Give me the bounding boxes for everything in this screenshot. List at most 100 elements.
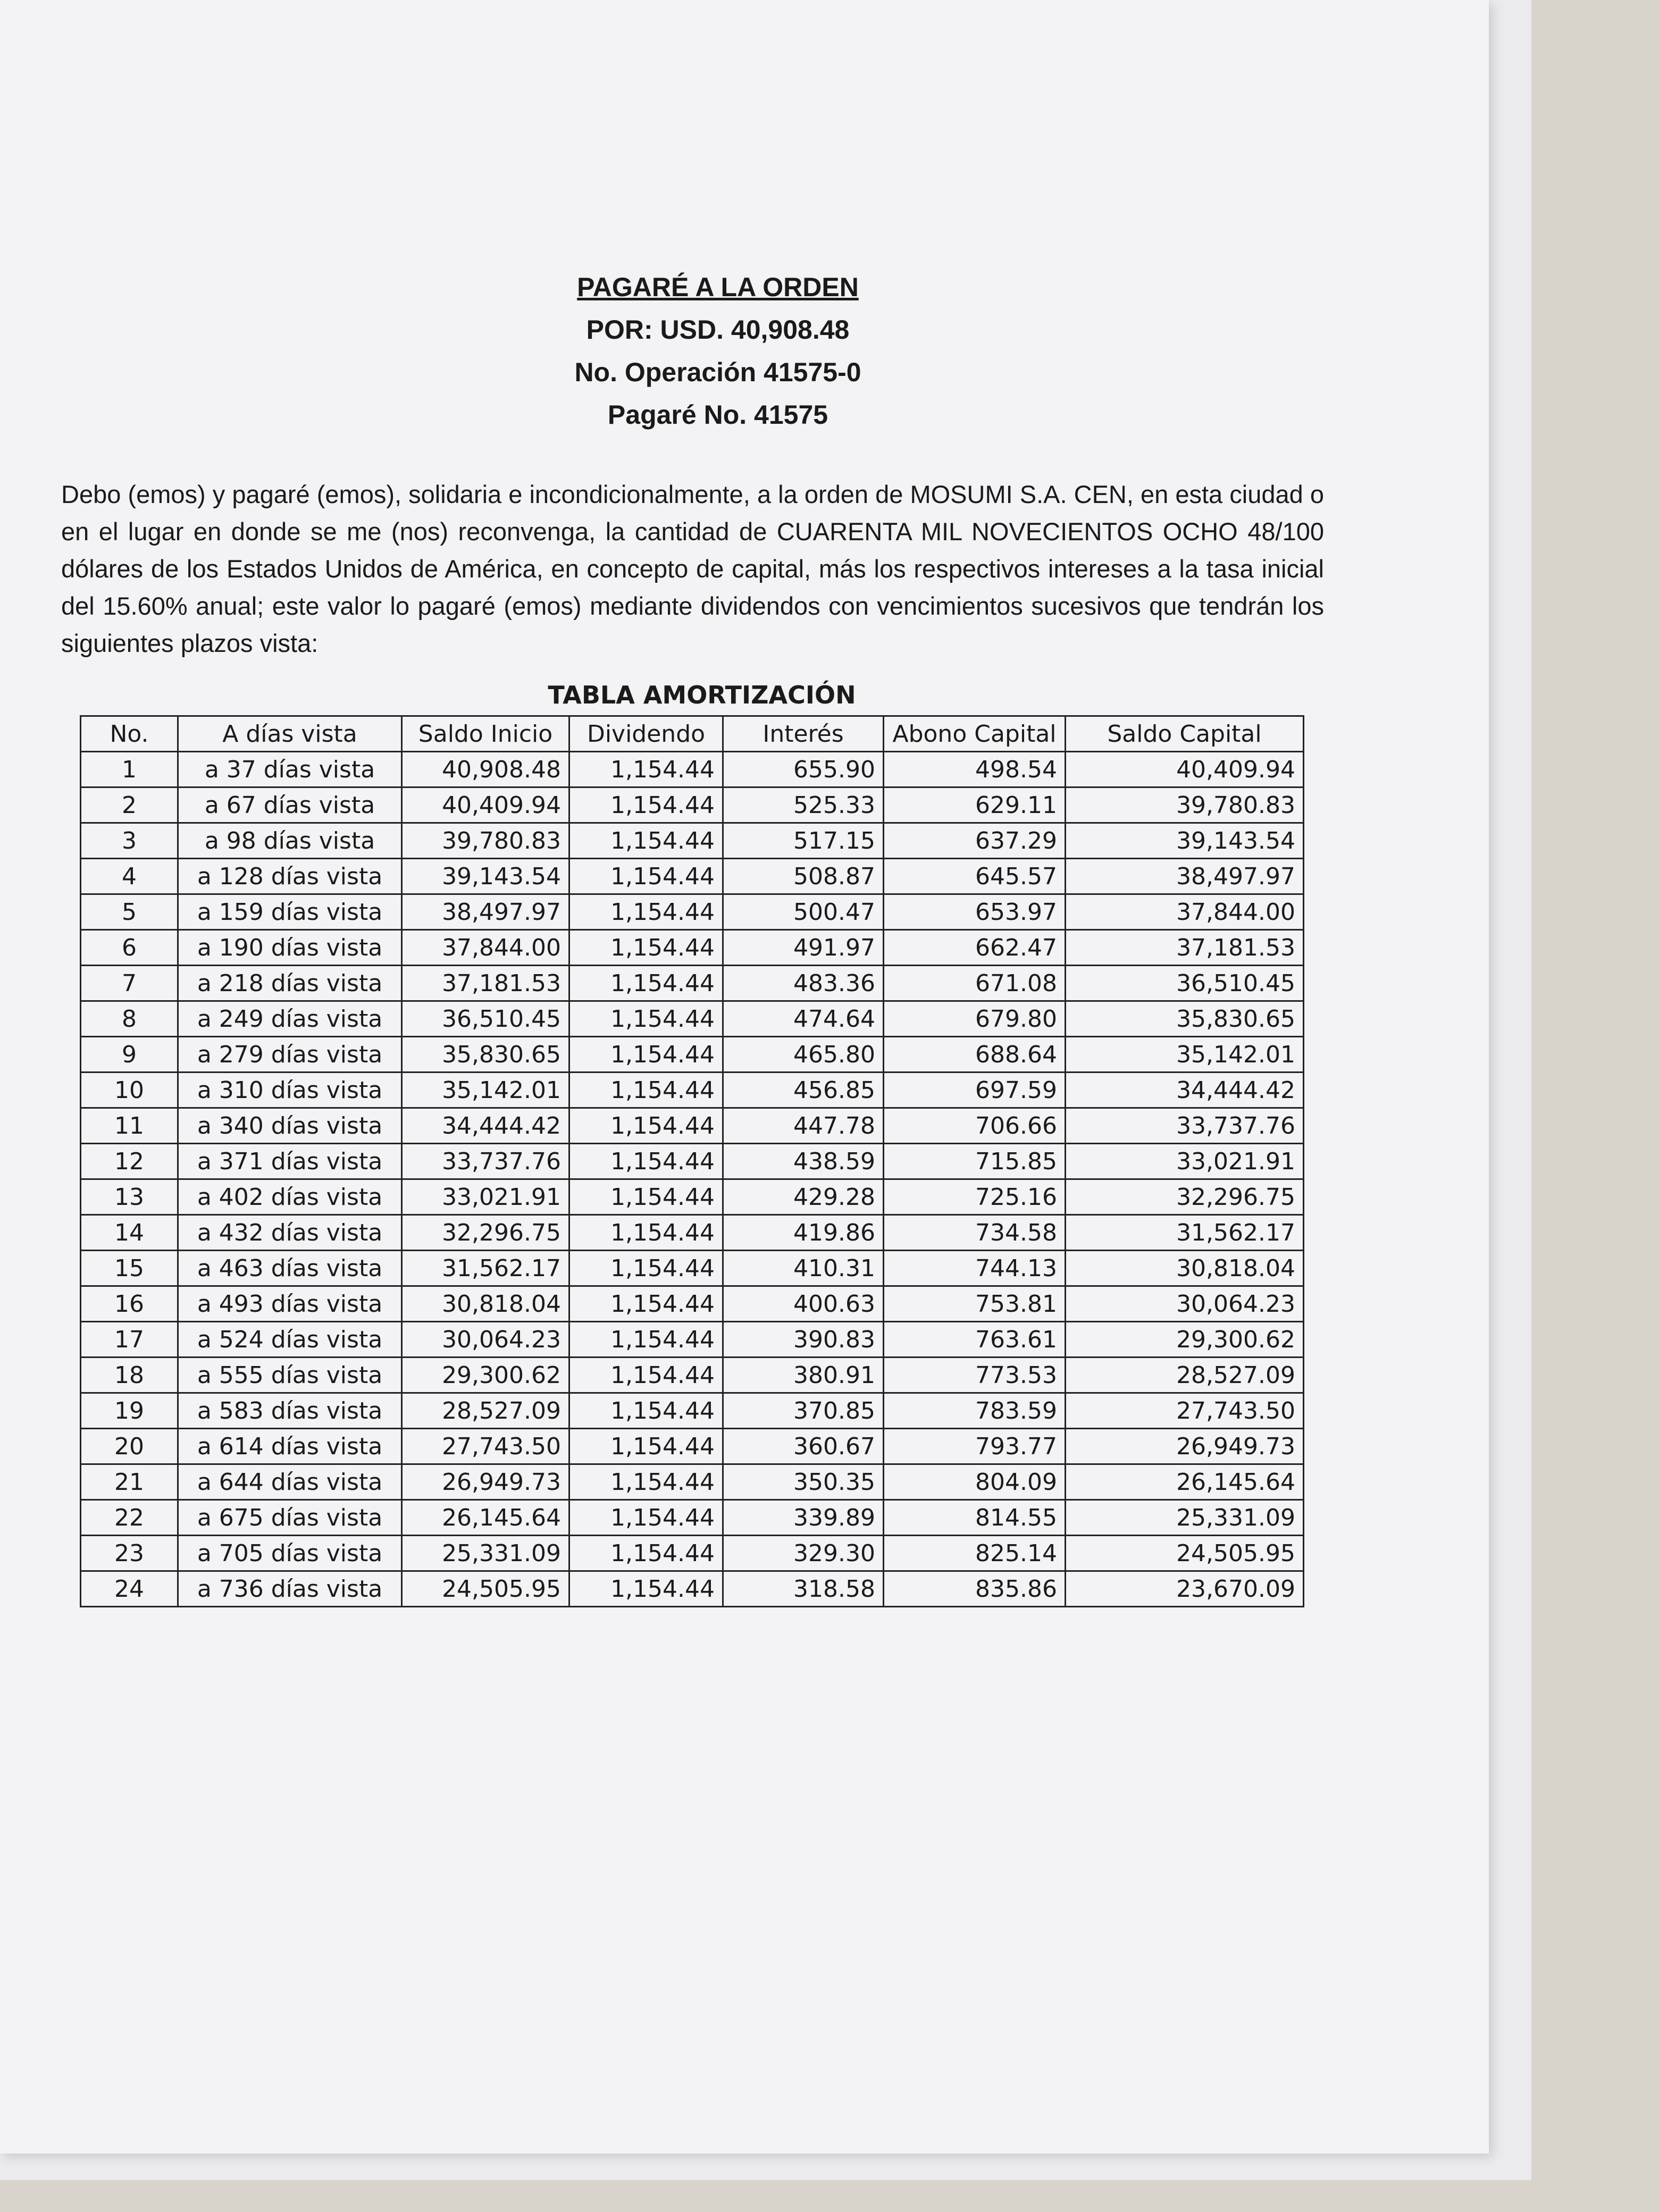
table-cell: 1,154.44	[568, 893, 724, 931]
table-cell: 35,142.01	[401, 1071, 570, 1109]
table-cell: 1	[80, 751, 179, 788]
table-cell: 1,154.44	[568, 965, 724, 1002]
table-cell: 34,444.42	[1065, 1071, 1304, 1109]
table-row: 17 a 524 días vista 30,064.23 1,154.44 390.8…	[80, 1321, 1304, 1358]
table-cell: a 190 días vista	[177, 929, 403, 966]
table-cell: 390.83	[722, 1321, 884, 1358]
table-cell: 33,737.76	[401, 1143, 570, 1180]
table-cell: 793.77	[883, 1428, 1066, 1465]
table-cell: 32,296.75	[1065, 1178, 1304, 1216]
table-cell: 508.87	[722, 858, 884, 895]
table-cell: a 555 días vista	[177, 1356, 403, 1394]
table-row: 24 a 736 días vista 24,505.95 1,154.44 318.5…	[80, 1570, 1304, 1607]
table-cell: a 402 días vista	[177, 1178, 403, 1216]
table-cell: 350.35	[722, 1463, 884, 1501]
table-row: 14 a 432 días vista 32,296.75 1,154.44 419.8…	[80, 1214, 1304, 1251]
table-cell: 1,154.44	[568, 1107, 724, 1144]
table-cell: 23,670.09	[1065, 1570, 1304, 1607]
table-cell: 1,154.44	[568, 1143, 724, 1180]
table-cell: 30,064.23	[401, 1321, 570, 1358]
table-cell: 13	[80, 1178, 179, 1216]
table-cell: 360.67	[722, 1428, 884, 1465]
table-cell: 26,145.64	[1065, 1463, 1304, 1501]
header-row: No. A días vista Saldo Inicio Dividendo Inte…	[80, 715, 1304, 752]
table-cell: 30,064.23	[1065, 1285, 1304, 1322]
table-cell: 1,154.44	[568, 1428, 724, 1465]
table-cell: 1,154.44	[568, 1535, 724, 1572]
table-cell: 715.85	[883, 1143, 1066, 1180]
table-cell: 32,296.75	[401, 1214, 570, 1251]
table-cell: 419.86	[722, 1214, 884, 1251]
table-cell: 1,154.44	[568, 1178, 724, 1216]
table-cell: 33,021.91	[1065, 1143, 1304, 1180]
table-cell: 18	[80, 1356, 179, 1394]
table-cell: 1,154.44	[568, 1071, 724, 1109]
table-cell: 447.78	[722, 1107, 884, 1144]
table-cell: 671.08	[883, 965, 1066, 1002]
table-cell: 36,510.45	[1065, 965, 1304, 1002]
table-cell: 339.89	[722, 1499, 884, 1536]
table-cell: 28,527.09	[1065, 1356, 1304, 1394]
table-row: 13 a 402 días vista 33,021.91 1,154.44 429.2…	[80, 1178, 1304, 1216]
table-cell: 39,143.54	[401, 858, 570, 895]
table-cell: 31,562.17	[1065, 1214, 1304, 1251]
table-cell: 31,562.17	[401, 1250, 570, 1287]
table-cell: 21	[80, 1463, 179, 1501]
column-header: A días vista	[177, 715, 403, 752]
table-cell: 30,818.04	[401, 1285, 570, 1322]
table-cell: 34,444.42	[401, 1107, 570, 1144]
table-cell: a 37 días vista	[177, 751, 403, 788]
table-cell: 1,154.44	[568, 1499, 724, 1536]
table-cell: 33,021.91	[401, 1178, 570, 1216]
column-header: Dividendo	[568, 715, 724, 752]
table-cell: 498.54	[883, 751, 1066, 788]
table-cell: 6	[80, 929, 179, 966]
table-cell: a 279 días vista	[177, 1036, 403, 1073]
table-cell: a 644 días vista	[177, 1463, 403, 1501]
column-header: Saldo Capital	[1065, 715, 1304, 752]
table-cell: 653.97	[883, 893, 1066, 931]
table-cell: 1,154.44	[568, 1285, 724, 1322]
table-cell: 11	[80, 1107, 179, 1144]
table-cell: 429.28	[722, 1178, 884, 1216]
table-cell: 37,181.53	[1065, 929, 1304, 966]
table-cell: 25,331.09	[401, 1535, 570, 1572]
table-cell: 2	[80, 786, 179, 824]
table-cell: 1,154.44	[568, 1321, 724, 1358]
table-cell: 37,844.00	[1065, 893, 1304, 931]
table-cell: 23	[80, 1535, 179, 1572]
table-cell: 318.58	[722, 1570, 884, 1607]
table-cell: 465.80	[722, 1036, 884, 1073]
table-cell: 1,154.44	[568, 1356, 724, 1394]
table-row: 10 a 310 días vista 35,142.01 1,154.44 456.8…	[80, 1071, 1304, 1109]
table-cell: 26,949.73	[401, 1463, 570, 1501]
table-cell: 33,737.76	[1065, 1107, 1304, 1144]
table-cell: 783.59	[883, 1392, 1066, 1429]
table-cell: 37,844.00	[401, 929, 570, 966]
table-cell: 1,154.44	[568, 858, 724, 895]
table-cell: 814.55	[883, 1499, 1066, 1536]
table-cell: 483.36	[722, 965, 884, 1002]
table-cell: 491.97	[722, 929, 884, 966]
table-cell: 753.81	[883, 1285, 1066, 1322]
table-cell: 835.86	[883, 1570, 1066, 1607]
table-cell: 24,505.95	[1065, 1535, 1304, 1572]
table-cell: a 340 días vista	[177, 1107, 403, 1144]
table-cell: 1,154.44	[568, 1392, 724, 1429]
table-cell: 329.30	[722, 1535, 884, 1572]
table-cell: 725.16	[883, 1178, 1066, 1216]
table-cell: 38,497.97	[401, 893, 570, 931]
table-cell: 744.13	[883, 1250, 1066, 1287]
table-cell: a 675 días vista	[177, 1499, 403, 1536]
table-cell: 40,908.48	[401, 751, 570, 788]
table-cell: 17	[80, 1321, 179, 1358]
table-cell: a 736 días vista	[177, 1570, 403, 1607]
table-cell: a 371 días vista	[177, 1143, 403, 1180]
table-cell: a 310 días vista	[177, 1071, 403, 1109]
table-cell: a 159 días vista	[177, 893, 403, 931]
